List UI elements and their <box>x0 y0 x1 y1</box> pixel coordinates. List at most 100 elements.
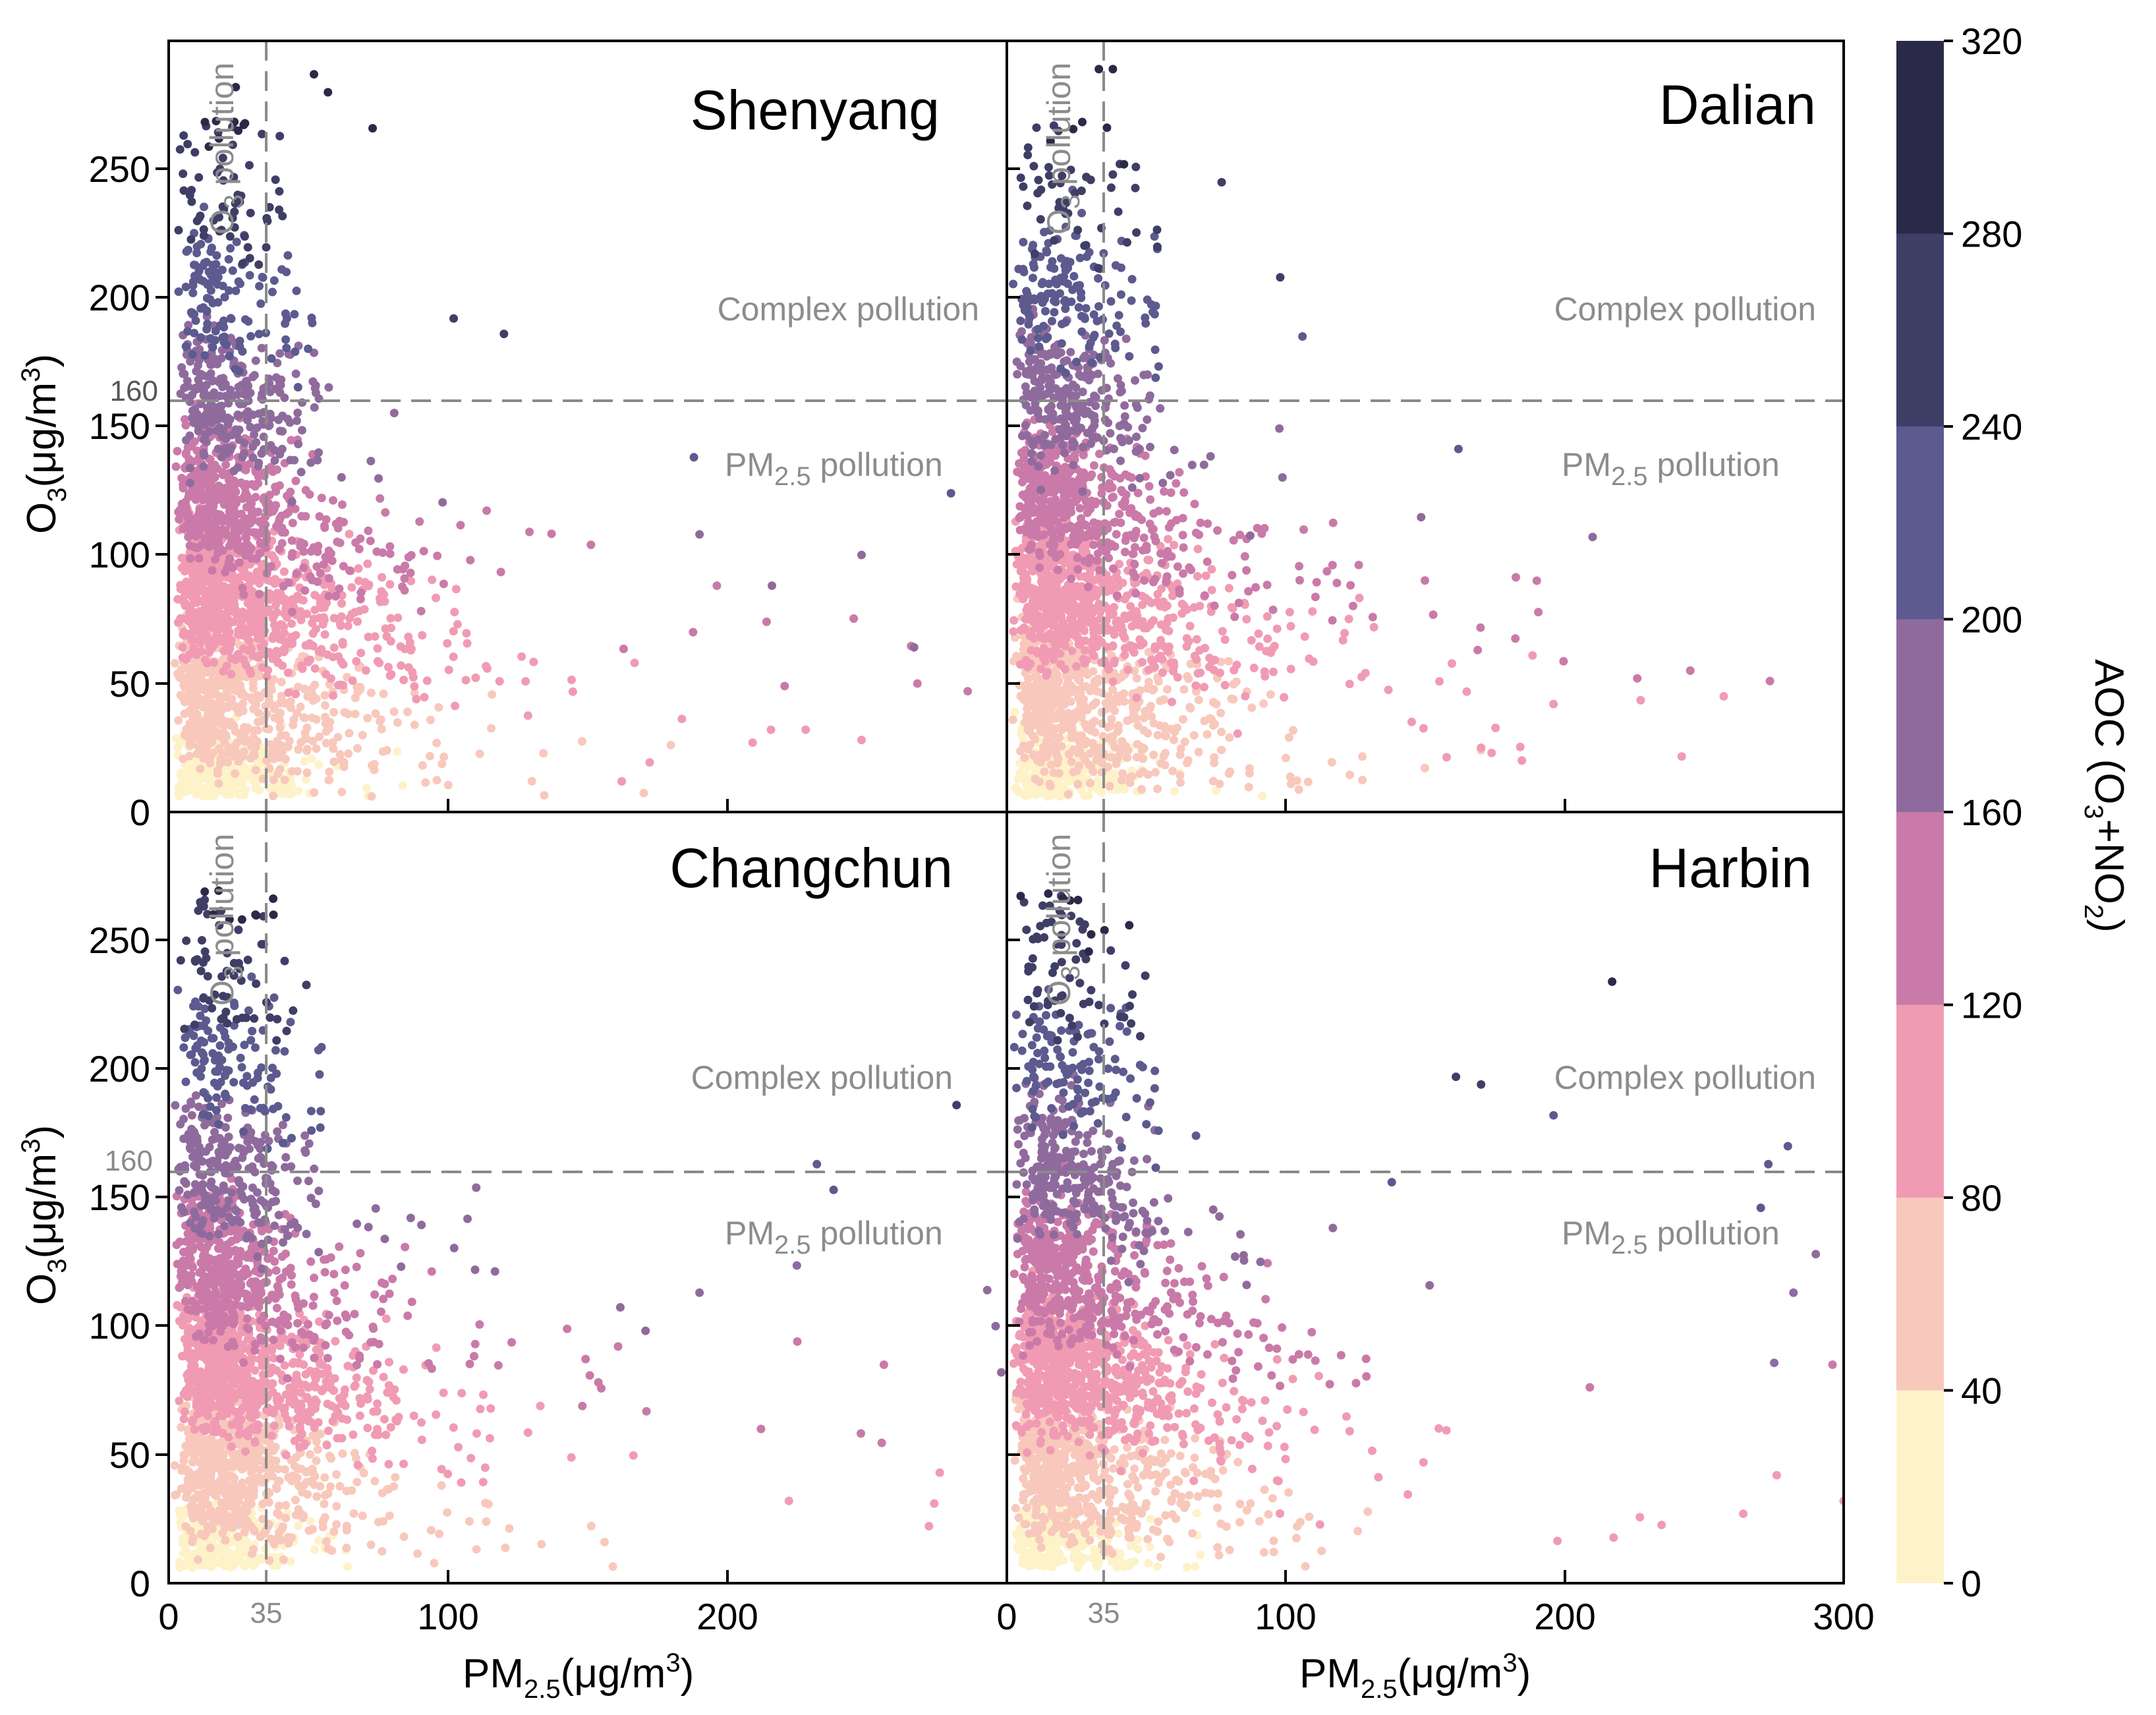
scatter-point <box>278 426 287 436</box>
scatter-point <box>488 690 497 699</box>
scatter-point <box>275 723 285 732</box>
scatter-point <box>244 646 253 655</box>
scatter-point <box>291 504 300 513</box>
scatter-point <box>290 455 299 465</box>
scatter-point <box>1062 681 1071 690</box>
scatter-point <box>1207 714 1216 724</box>
scatter-point <box>337 500 347 509</box>
scatter-point <box>1120 651 1129 660</box>
scatter-point <box>1073 553 1082 562</box>
scatter-point <box>225 554 235 563</box>
scatter-point <box>1025 357 1034 366</box>
scatter-point <box>254 458 263 467</box>
scatter-point <box>183 443 192 452</box>
scatter-point <box>397 661 406 670</box>
scatter-point <box>517 652 526 661</box>
scatter-point <box>210 658 219 667</box>
scatter-point <box>1135 444 1144 453</box>
scatter-point <box>1123 746 1133 755</box>
scatter-point <box>1091 591 1100 600</box>
scatter-point <box>1147 712 1156 721</box>
scatter-point <box>183 327 192 336</box>
scatter-point <box>434 703 443 712</box>
scatter-point <box>1168 660 1177 669</box>
scatter-point <box>194 672 204 682</box>
scatter-point <box>1029 672 1038 682</box>
scatter-point <box>221 460 231 469</box>
scatter-point <box>307 754 316 763</box>
scatter-point <box>1017 562 1026 571</box>
scatter-point <box>242 502 251 511</box>
scatter-point <box>1217 745 1226 755</box>
scatter-point <box>1078 388 1087 397</box>
scatter-point <box>1268 667 1278 676</box>
scatter-point <box>1200 591 1209 600</box>
scatter-point <box>1201 571 1210 580</box>
scatter-point <box>1011 582 1021 591</box>
scatter-point <box>314 541 323 550</box>
scatter-point <box>1104 419 1113 427</box>
scatter-point <box>189 571 198 581</box>
scatter-point <box>1118 438 1127 447</box>
scatter-point <box>329 691 337 700</box>
scatter-point <box>304 344 313 353</box>
scatter-point <box>216 374 225 384</box>
scatter-point <box>1087 439 1096 448</box>
scatter-point <box>1085 778 1094 788</box>
scatter-point <box>1203 730 1212 739</box>
scatter-point <box>281 335 291 344</box>
scatter-point <box>356 534 365 543</box>
scatter-point <box>1040 634 1049 643</box>
scatter-point <box>1164 535 1173 544</box>
scatter-point <box>1107 468 1116 477</box>
scatter-point <box>1132 753 1141 762</box>
scatter-point <box>353 743 362 753</box>
scatter-point <box>1033 600 1042 609</box>
scatter-point <box>219 676 228 685</box>
scatter-point <box>175 515 184 524</box>
scatter-point <box>362 783 371 792</box>
scatter-point <box>191 316 200 325</box>
scatter-point <box>1199 460 1208 469</box>
scatter-point <box>1021 421 1030 430</box>
scatter-point <box>1025 545 1034 554</box>
scatter-point <box>227 635 236 645</box>
scatter-point <box>1040 430 1049 440</box>
scatter-point <box>243 528 252 537</box>
scatter-point <box>1031 735 1040 743</box>
scatter-point <box>1127 473 1136 482</box>
scatter-point <box>1036 786 1045 795</box>
scatter-point <box>1081 755 1089 765</box>
scatter-point <box>316 569 325 577</box>
scatter-point <box>1210 655 1220 664</box>
scatter-point <box>471 673 480 682</box>
scatter-point <box>363 714 372 722</box>
scatter-point <box>1067 616 1077 625</box>
scatter-point <box>235 336 244 345</box>
scatter-point <box>251 765 260 774</box>
scatter-point <box>219 176 228 185</box>
scatter-point <box>1166 488 1176 497</box>
scatter-point <box>389 707 399 716</box>
scatter-point <box>1089 540 1098 550</box>
scatter-point <box>1206 451 1215 461</box>
scatter-point <box>1038 715 1047 724</box>
scatter-point <box>275 205 284 214</box>
scatter-point <box>315 512 324 521</box>
scatter-point <box>1044 405 1053 414</box>
scatter-point <box>236 680 244 689</box>
scatter-point <box>203 488 212 497</box>
scatter-point <box>190 260 198 270</box>
scatter-point <box>198 496 208 505</box>
shenyang-points <box>171 70 973 801</box>
scatter-point <box>1240 552 1249 561</box>
scatter-point <box>1011 783 1020 792</box>
scatter-point <box>1123 716 1132 725</box>
scatter-point <box>1187 461 1197 469</box>
scatter-point <box>179 131 188 140</box>
scatter-point <box>387 624 395 633</box>
scatter-point <box>1009 616 1019 625</box>
scatter-point <box>1346 770 1354 780</box>
scatter-point <box>184 673 193 682</box>
scatter-point <box>217 225 226 235</box>
